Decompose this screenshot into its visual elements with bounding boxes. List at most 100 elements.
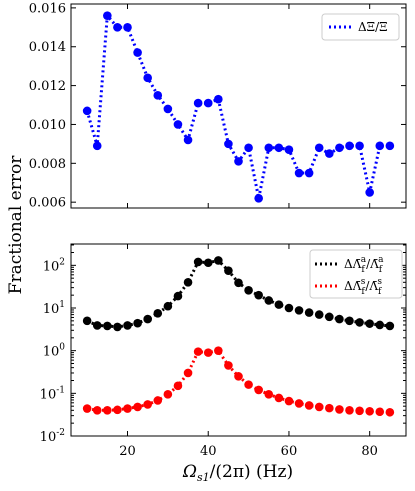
top-data-point — [183, 135, 193, 145]
x-tick-label: 80 — [361, 444, 378, 459]
bottom-data-point — [163, 301, 173, 311]
top-data-point — [143, 73, 152, 83]
bottom-data-point — [274, 393, 284, 403]
top-x-ticks — [127, 4, 371, 208]
top-data-point — [133, 48, 142, 57]
bottom-data-point — [123, 404, 132, 413]
bottom-data-point — [214, 346, 223, 355]
x-tick-label: 20 — [119, 444, 136, 459]
bottom-legend-red-label: ΔΛ̄fs/Λ̄fs — [344, 277, 382, 297]
bottom-data-point — [355, 318, 364, 327]
bottom-data-point — [314, 310, 324, 319]
bottom-data-point — [314, 402, 324, 412]
top-data-point — [294, 168, 304, 178]
bottom-data-point — [264, 389, 274, 399]
bottom-data-point — [203, 258, 213, 268]
bottom-data-point — [92, 321, 102, 330]
bottom-data-point — [294, 399, 304, 408]
bottom-legend-box — [309, 249, 403, 299]
top-data-point — [113, 23, 122, 32]
top-data-point — [234, 157, 243, 166]
bottom-data-point — [103, 406, 112, 415]
top-data-point — [264, 143, 274, 153]
bottom-y-ticks: 10-2 10-1 100 101 102 — [40, 244, 406, 445]
bottom-data-point — [224, 266, 233, 275]
top-data-point — [224, 139, 233, 149]
bottom-data-point — [214, 256, 223, 265]
bottom-data-point — [375, 407, 385, 417]
bottom-y-tick-label: 10-1 — [40, 385, 65, 402]
bottom-data-point — [153, 309, 163, 318]
bottom-data-point — [234, 372, 243, 381]
bottom-data-point — [82, 316, 92, 326]
bottom-data-point — [113, 322, 122, 332]
top-data-point — [254, 193, 263, 203]
bottom-data-point — [365, 319, 374, 328]
bottom-data-point — [304, 401, 314, 410]
bottom-legend: ΔΛ̄fa/Λ̄fa ΔΛ̄fs/Λ̄fs — [309, 249, 403, 299]
bottom-data-point — [325, 403, 334, 413]
bottom-data-point — [294, 306, 304, 315]
bottom-data-point — [133, 318, 142, 328]
bottom-data-point — [224, 361, 233, 370]
bottom-data-point — [143, 314, 152, 324]
x-axis-label: Ωs1/(2π) (Hz) — [182, 462, 293, 484]
bottom-data-point — [163, 389, 173, 399]
bottom-data-point — [244, 285, 253, 295]
bottom-data-point — [385, 407, 395, 417]
top-data-point — [385, 141, 395, 151]
top-legend: ΔΞ/Ξ — [321, 13, 400, 41]
bottom-data-point — [254, 290, 263, 300]
bottom-data-point — [345, 316, 354, 326]
bottom-y-tick-label: 101 — [43, 300, 65, 317]
bottom-data-point — [92, 406, 102, 415]
bottom-y-tick-label: 10-2 — [40, 428, 65, 445]
top-data-point — [92, 141, 102, 151]
top-data-point — [214, 94, 223, 104]
bottom-y-tick-label: 102 — [43, 257, 65, 274]
top-legend-label: ΔΞ/Ξ — [358, 20, 388, 34]
bottom-plot-frame — [70, 243, 407, 437]
top-y-tick-label: 0.008 — [29, 157, 66, 172]
bottom-data-point — [355, 406, 364, 416]
top-data-point — [163, 104, 173, 114]
top-panel: 0.006 0.008 0.010 0.012 0.014 0.016 ΔΞ/Ξ — [29, 1, 407, 211]
bottom-data-point — [325, 312, 334, 322]
bottom-data-point — [113, 405, 122, 415]
bottom-data-point — [284, 396, 294, 406]
top-y-tick-label: 0.006 — [29, 196, 66, 211]
top-data-point — [365, 188, 374, 197]
bottom-data-point — [234, 278, 243, 288]
bottom-data-point — [264, 296, 274, 305]
bottom-x-ticks: 20 40 60 80 — [119, 244, 378, 459]
top-data-point — [203, 98, 213, 108]
top-data-point — [244, 143, 253, 153]
bottom-data-point — [82, 404, 92, 413]
top-y-tick-label: 0.010 — [29, 118, 66, 133]
top-data-point — [123, 23, 132, 32]
bottom-data-point — [304, 308, 314, 317]
top-data-point — [153, 91, 163, 100]
top-data-point — [375, 141, 385, 151]
bottom-data-point — [193, 257, 203, 267]
x-tick-label: 40 — [200, 444, 217, 459]
top-y-tick-label: 0.016 — [29, 1, 66, 16]
top-y-tick-label: 0.014 — [29, 40, 66, 55]
bottom-data-point — [183, 368, 193, 378]
bottom-data-point — [173, 381, 183, 391]
y-axis-label: Fractional error — [6, 155, 26, 295]
bottom-data-point — [143, 400, 152, 409]
top-data-point — [284, 145, 294, 155]
bottom-data-point — [274, 300, 284, 309]
top-y-ticks: 0.006 0.008 0.010 0.012 0.014 0.016 — [29, 1, 406, 211]
bottom-data-point — [375, 320, 385, 330]
top-series — [82, 11, 395, 203]
bottom-data-point — [254, 385, 263, 395]
top-data-point — [325, 149, 334, 158]
bottom-data-point — [385, 321, 395, 331]
bottom-data-point — [284, 303, 294, 313]
bottom-data-point — [133, 402, 142, 412]
top-data-point — [173, 120, 183, 129]
top-y-tick-label: 0.012 — [29, 79, 66, 94]
